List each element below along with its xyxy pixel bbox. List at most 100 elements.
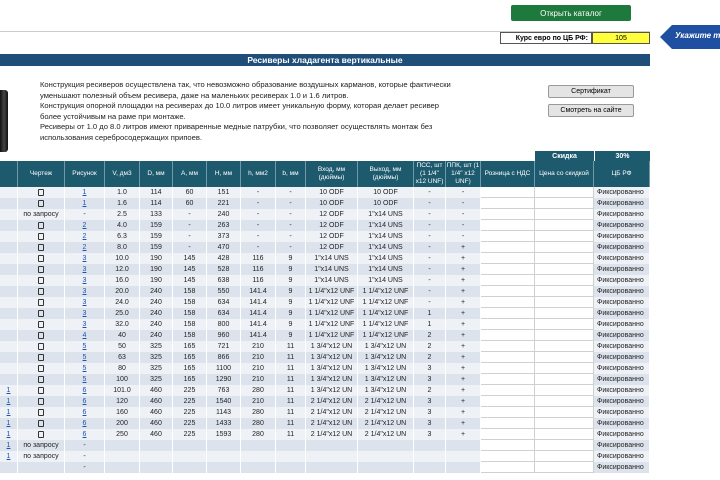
table-cell[interactable] [481,407,535,418]
drawing-icon[interactable] [38,420,44,427]
table-cell[interactable] [535,352,594,363]
certificate-button[interactable]: Сертификат [548,85,634,98]
drawing-icon[interactable] [38,189,44,196]
table-cell[interactable]: - [65,440,105,451]
drawing-icon[interactable] [38,321,44,328]
table-cell[interactable] [481,429,535,440]
table-cell[interactable] [481,275,535,286]
table-cell[interactable]: 3 [65,297,105,308]
table-cell[interactable] [481,352,535,363]
table-cell[interactable]: 2 [65,220,105,231]
drawing-icon[interactable] [38,343,44,350]
table-cell[interactable]: 1 [65,187,105,198]
table-cell[interactable] [535,242,594,253]
drawing-icon[interactable] [38,332,44,339]
table-cell[interactable]: 3 [65,286,105,297]
table-cell[interactable] [481,451,535,462]
table-cell[interactable] [535,308,594,319]
table-cell[interactable] [481,363,535,374]
table-cell[interactable] [481,187,535,198]
drawing-icon[interactable] [38,354,44,361]
table-cell[interactable] [481,231,535,242]
drawing-icon[interactable] [38,266,44,273]
table-cell[interactable] [535,451,594,462]
site-button[interactable]: Смотреть на сайте [548,104,634,117]
table-cell[interactable]: 2 [65,242,105,253]
table-cell[interactable] [481,308,535,319]
table-cell[interactable]: - [65,451,105,462]
drawing-icon[interactable] [38,244,44,251]
table-cell[interactable]: 6 [65,429,105,440]
table-cell[interactable]: 6 [65,407,105,418]
table-cell[interactable]: 6 [65,385,105,396]
table-cell[interactable]: 5 [65,374,105,385]
table-cell[interactable] [481,220,535,231]
drawing-icon[interactable] [38,233,44,240]
table-cell[interactable] [535,297,594,308]
table-cell[interactable] [535,462,594,473]
table-cell[interactable] [481,374,535,385]
table-cell[interactable]: 4 [65,330,105,341]
table-cell[interactable] [535,374,594,385]
table-cell[interactable] [481,209,535,220]
table-cell[interactable] [535,253,594,264]
drawing-icon[interactable] [38,365,44,372]
table-cell[interactable]: 3 [65,264,105,275]
drawing-icon[interactable] [38,200,44,207]
drawing-icon[interactable] [38,398,44,405]
table-cell[interactable]: 5 [65,341,105,352]
catalog-button[interactable]: Открыть каталог [511,5,631,21]
table-cell[interactable] [535,330,594,341]
table-cell[interactable]: 5 [65,352,105,363]
table-cell[interactable]: 3 [65,275,105,286]
table-cell[interactable] [535,418,594,429]
table-cell[interactable] [535,275,594,286]
table-cell[interactable]: 6 [65,418,105,429]
table-cell[interactable] [481,198,535,209]
drawing-icon[interactable] [38,255,44,262]
discount-value[interactable]: 30% [595,151,650,161]
table-cell[interactable] [535,209,594,220]
drawing-icon[interactable] [38,310,44,317]
table-cell[interactable]: 3 [65,308,105,319]
table-cell[interactable] [535,319,594,330]
table-cell[interactable]: 1 [65,198,105,209]
table-cell[interactable] [481,385,535,396]
drawing-icon[interactable] [38,387,44,394]
table-cell[interactable]: - [65,209,105,220]
drawing-icon[interactable] [38,409,44,416]
table-cell[interactable] [481,330,535,341]
rate-value[interactable]: 105 [592,32,650,44]
table-cell[interactable] [481,341,535,352]
table-cell[interactable] [481,319,535,330]
table-cell[interactable] [535,440,594,451]
table-cell[interactable] [535,231,594,242]
table-cell[interactable] [481,440,535,451]
table-cell[interactable] [535,220,594,231]
table-cell[interactable]: 6 [65,396,105,407]
table-cell[interactable] [535,407,594,418]
drawing-icon[interactable] [38,376,44,383]
table-cell[interactable] [535,363,594,374]
table-cell[interactable] [535,396,594,407]
table-cell[interactable] [481,462,535,473]
table-cell[interactable] [481,264,535,275]
table-cell[interactable] [535,286,594,297]
table-cell[interactable] [481,418,535,429]
table-cell[interactable]: 2 [65,231,105,242]
table-cell[interactable] [535,385,594,396]
table-cell[interactable] [535,264,594,275]
table-cell[interactable]: 5 [65,363,105,374]
table-cell[interactable] [481,253,535,264]
table-cell[interactable] [481,242,535,253]
table-cell[interactable]: 3 [65,319,105,330]
drawing-icon[interactable] [38,288,44,295]
table-cell[interactable] [481,297,535,308]
table-cell[interactable] [535,187,594,198]
table-cell[interactable] [535,429,594,440]
table-cell[interactable]: - [65,462,105,473]
drawing-icon[interactable] [38,222,44,229]
drawing-icon[interactable] [38,431,44,438]
drawing-icon[interactable] [38,277,44,284]
table-cell[interactable] [535,198,594,209]
